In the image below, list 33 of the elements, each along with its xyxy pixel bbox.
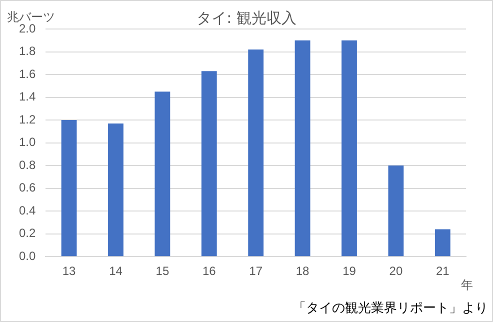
bar	[294, 40, 310, 256]
y-tick-label: 2.0	[18, 21, 36, 36]
bar	[108, 123, 124, 256]
y-axis-title: 兆バーツ	[7, 9, 55, 24]
y-tick-label: 0.4	[18, 203, 36, 218]
x-tick-label: 19	[342, 264, 356, 278]
y-tick-label: 1.0	[18, 135, 36, 150]
bar	[61, 120, 77, 256]
y-tick-label: 1.4	[18, 90, 36, 104]
y-tick-label: 1.8	[18, 44, 36, 58]
y-tick-label: 0.6	[18, 180, 36, 195]
y-tick-label: 1.2	[18, 112, 36, 126]
x-tick-label: 20	[389, 264, 403, 278]
y-tick-label: 1.6	[18, 66, 36, 81]
x-tick-label: 17	[249, 264, 263, 278]
chart-title: タイ: 観光収入	[196, 9, 296, 27]
text: 「タイの観光業界リポート」より	[293, 300, 488, 317]
x-tick-label: 21	[436, 264, 450, 278]
bar	[201, 71, 217, 256]
x-tick-label: 15	[156, 264, 170, 278]
y-tick-label: 0.8	[18, 158, 36, 172]
x-tick-label: 13	[62, 264, 76, 278]
bar	[248, 49, 264, 256]
bar	[434, 229, 450, 256]
x-axis-title: 年	[461, 277, 473, 294]
x-tick-label: 16	[202, 264, 216, 278]
y-tick-label: 0.2	[18, 226, 36, 240]
bar	[342, 40, 357, 256]
y-tick-label: 0.0	[18, 248, 36, 263]
bar	[388, 166, 404, 256]
x-tick-label: 18	[296, 264, 310, 278]
x-tick-label: 14	[109, 264, 123, 278]
bar	[154, 92, 170, 256]
